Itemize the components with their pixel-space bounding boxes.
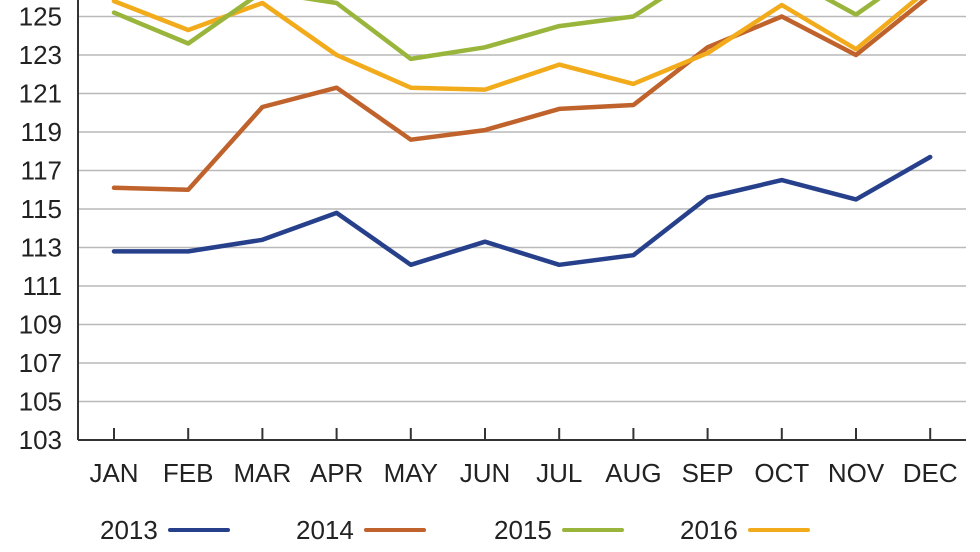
- series-line-2015: [111, 0, 881, 62]
- x-axis-tick-labels: JAN FEB MAR APR MAY JUN JUL AUG SEP OCT NOV DEC: [89, 458, 957, 488]
- x-tick-label: AUG: [605, 458, 661, 488]
- legend-item-2013: 2013: [100, 510, 230, 550]
- legend: 2013 2014 2015 2016: [0, 510, 980, 550]
- y-tick-label: 117: [21, 156, 62, 186]
- y-tick-label: 111: [22, 271, 62, 301]
- grid-lines: [78, 15, 966, 403]
- legend-item-2014: 2014: [296, 510, 426, 550]
- x-tick-label: MAR: [234, 458, 292, 488]
- y-tick-label: 119: [21, 117, 62, 147]
- y-tick-label: 107: [19, 348, 62, 378]
- x-tick-label: APR: [310, 458, 363, 488]
- x-tick-label: JAN: [89, 458, 138, 488]
- y-tick-label: 109: [19, 310, 62, 340]
- legend-label: 2015: [494, 514, 552, 545]
- x-tick-label: FEB: [163, 458, 214, 488]
- legend-swatch: [747, 528, 810, 532]
- line-chart: 103 105 107 109 111 113 115 117 119 121 123 125 JAN…: [19, 0, 966, 488]
- series-lines: [111, 0, 933, 268]
- series-line-2014: [111, 0, 928, 193]
- y-tick-label: 103: [19, 425, 62, 455]
- axes: [77, 0, 966, 441]
- legend-label: 2013: [100, 514, 158, 545]
- x-tick-label: OCT: [754, 458, 809, 488]
- x-tick-label: SEP: [682, 458, 734, 488]
- series-line-2013: [111, 154, 933, 268]
- legend-label: 2014: [296, 514, 354, 545]
- y-axis-tick-labels: 103 105 107 109 111 113 115 117 119 121 123 125: [19, 2, 62, 456]
- legend-item-2015: 2015: [494, 510, 624, 550]
- x-tick-label: DEC: [903, 458, 958, 488]
- x-tick-label: JUL: [536, 458, 582, 488]
- y-tick-label: 123: [19, 40, 62, 70]
- legend-item-2016: 2016: [680, 510, 810, 550]
- legend-swatch: [363, 528, 426, 532]
- x-tick-label: JUN: [460, 458, 511, 488]
- x-tick-label: MAY: [384, 458, 438, 488]
- y-tick-label: 125: [19, 2, 62, 32]
- legend-swatch: [167, 528, 230, 532]
- y-tick-label: 105: [19, 387, 62, 417]
- y-tick-label: 113: [21, 233, 62, 263]
- y-tick-label: 121: [19, 79, 62, 109]
- x-tick-label: NOV: [828, 458, 885, 488]
- series-line-2016: [111, 0, 919, 92]
- legend-swatch: [561, 528, 624, 532]
- y-tick-label: 115: [21, 194, 62, 224]
- legend-label: 2016: [680, 514, 738, 545]
